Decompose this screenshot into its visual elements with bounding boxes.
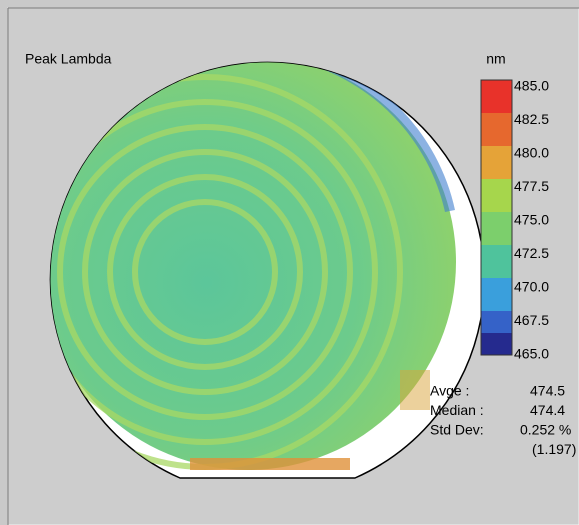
- colorbar-tick-label: 475.0: [514, 212, 549, 228]
- stat-label: Median :: [430, 402, 484, 418]
- colorbar-tick-label: 470.0: [514, 279, 549, 295]
- map-title: Peak Lambda: [25, 51, 112, 67]
- colorbar-tick-label: 465.0: [514, 346, 549, 362]
- colorbar-tick-label: 472.5: [514, 245, 549, 261]
- stat-value: 474.5: [530, 383, 565, 399]
- colorbar-tick-label: 477.5: [514, 178, 549, 194]
- stat-value: 474.4: [530, 402, 565, 418]
- stat-value: 0.252 %: [520, 422, 571, 438]
- colorbar-unit: nm: [486, 51, 505, 67]
- stat-label: Avge :: [430, 383, 469, 399]
- colorbar-tick-label: 480.0: [514, 145, 549, 161]
- colorbar-tick-label: 485.0: [514, 78, 549, 94]
- colorbar: [480, 79, 513, 356]
- colorbar-tick-label: 467.5: [514, 312, 549, 328]
- wafer-data: [50, 62, 456, 470]
- colorbar-tick-label: 482.5: [514, 111, 549, 127]
- stat-value: (1.197): [532, 441, 576, 457]
- stat-label: Std Dev:: [430, 422, 484, 438]
